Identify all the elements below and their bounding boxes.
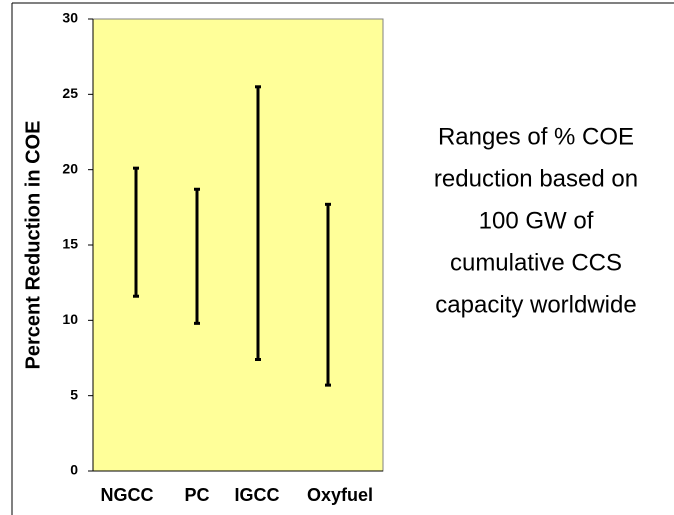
x-tick-label: IGCC [235, 485, 280, 505]
annotation-line: capacity worldwide [435, 291, 636, 318]
x-tick-label: Oxyfuel [307, 485, 373, 505]
x-tick-label: NGCC [101, 485, 154, 505]
annotation-line: cumulative CCS [450, 249, 622, 276]
y-tick-label: 20 [62, 160, 78, 176]
annotation-line: reduction based on [434, 165, 638, 192]
y-axis-label: Percent Reduction in COE [22, 121, 44, 370]
y-tick-label: 15 [62, 236, 78, 252]
annotation-line: 100 GW of [479, 207, 594, 234]
y-tick-label: 25 [62, 85, 78, 101]
x-tick-label: PC [184, 485, 209, 505]
annotation-line: Ranges of % COE [438, 123, 634, 150]
y-tick-label: 30 [62, 10, 78, 26]
y-tick-label: 0 [70, 462, 78, 478]
y-tick-label: 10 [62, 311, 78, 327]
y-tick-label: 5 [70, 386, 78, 402]
